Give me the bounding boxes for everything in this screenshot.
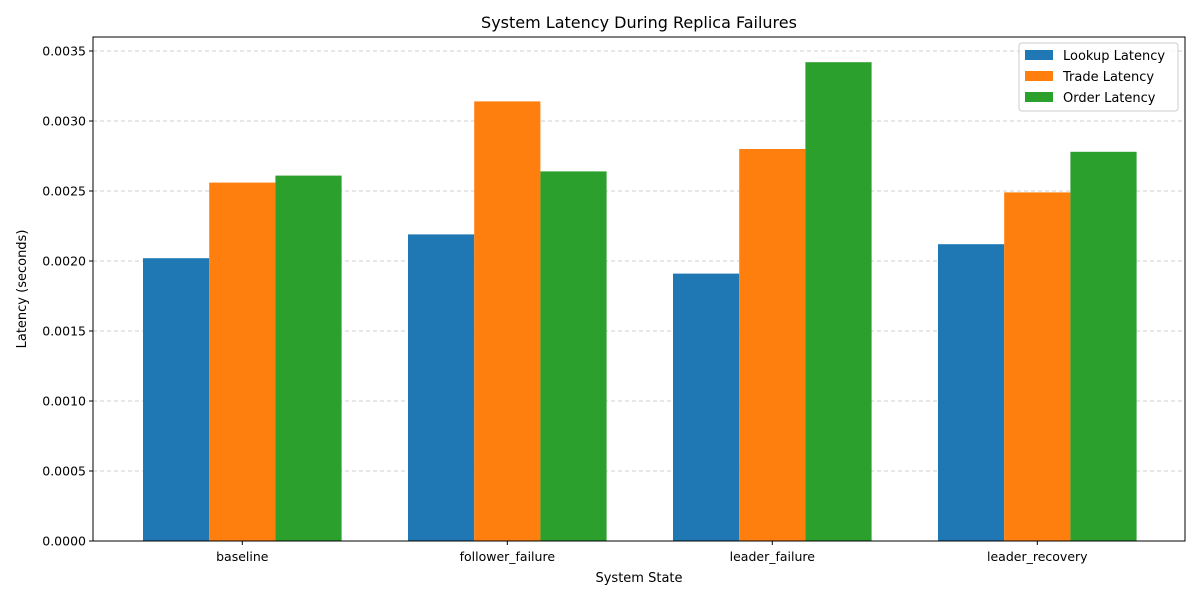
y-axis: 0.0000 0.0005 0.0010 0.0015 0.0020 0.0025 0.00… <box>42 44 93 549</box>
legend-label: Lookup Latency <box>1063 49 1165 64</box>
bar <box>540 171 607 541</box>
legend-label: Trade Latency <box>1062 70 1154 85</box>
y-tick-label: 0.0010 <box>42 394 86 409</box>
bar <box>673 273 740 541</box>
bar <box>739 149 806 541</box>
plot-area-frame <box>92 36 1186 542</box>
y-tick-label: 0.0020 <box>42 254 86 269</box>
y-tick-label: 0.0035 <box>42 44 86 59</box>
x-tick-label: baseline <box>216 549 269 564</box>
x-tick-label: leader_failure <box>730 549 816 564</box>
y-tick-label: 0.0000 <box>42 534 86 549</box>
legend-swatch <box>1025 92 1053 102</box>
bar <box>209 182 276 541</box>
bar <box>805 62 872 541</box>
x-tick-label: leader_recovery <box>987 549 1088 564</box>
bar <box>143 258 210 541</box>
y-tick-label: 0.0005 <box>42 464 86 479</box>
x-axis-title: System State <box>595 571 682 586</box>
legend: Lookup Latency Trade Latency Order Latency <box>1018 42 1179 112</box>
legend-label: Order Latency <box>1063 91 1156 106</box>
legend-swatch <box>1025 50 1053 60</box>
bar <box>474 101 541 542</box>
bar <box>1070 151 1137 542</box>
chart-title: System Latency During Replica Failures <box>481 13 797 32</box>
x-tick-label: follower_failure <box>460 549 556 564</box>
x-axis: baseline follower_failure leader_failure le… <box>216 541 1088 564</box>
y-axis-title: Latency (seconds) <box>15 230 30 349</box>
legend-swatch <box>1025 71 1053 81</box>
legend-box <box>1018 42 1179 112</box>
y-tick-label: 0.0015 <box>42 324 86 339</box>
bar <box>1004 192 1071 541</box>
bar <box>938 244 1005 541</box>
bars-layer <box>143 62 1137 542</box>
y-tick-label: 0.0030 <box>42 114 86 129</box>
bar <box>275 175 342 541</box>
bar <box>408 234 475 541</box>
y-tick-label: 0.0025 <box>42 184 86 199</box>
